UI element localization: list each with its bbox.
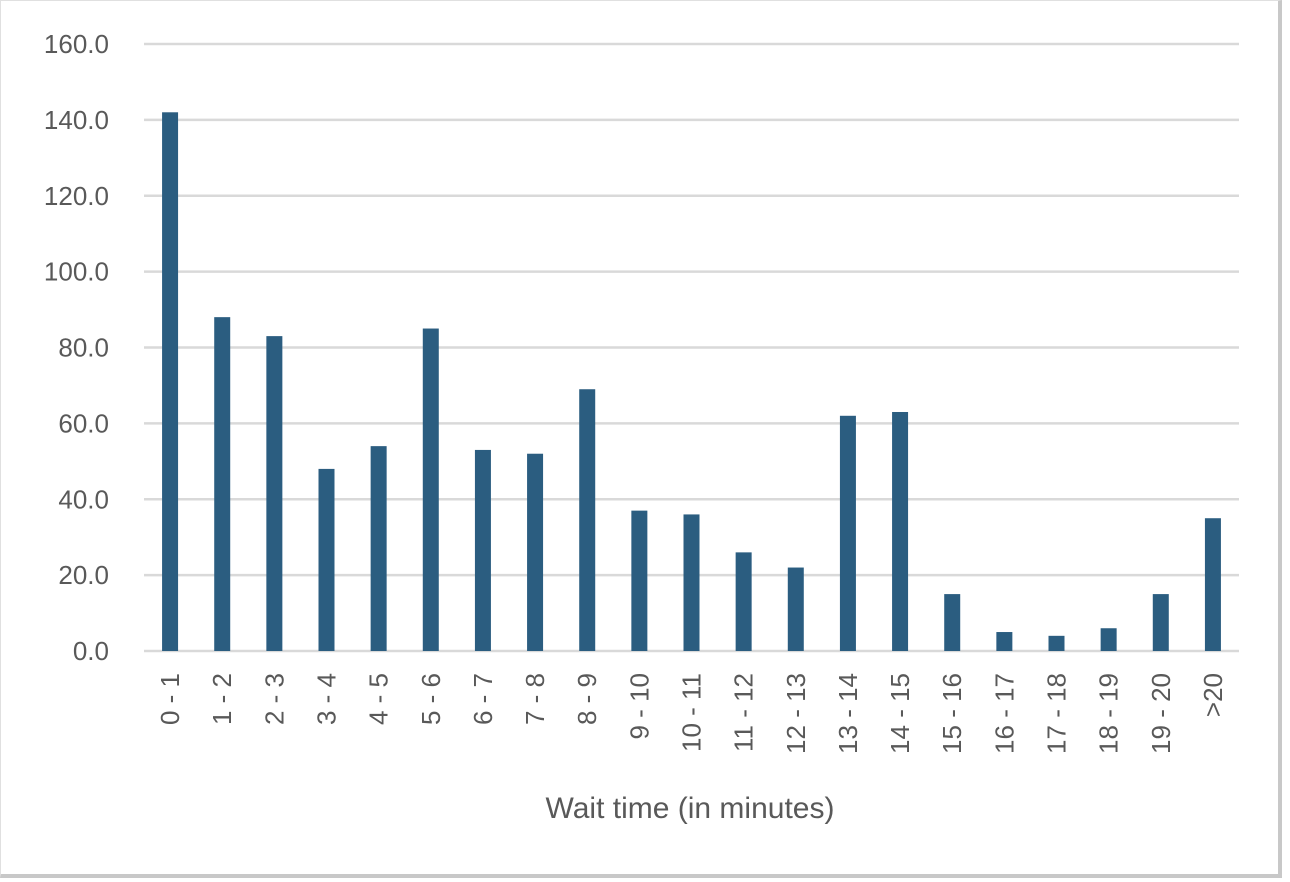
bar — [266, 336, 283, 651]
y-tick-label: 80.0 — [58, 333, 109, 363]
y-tick-label: 100.0 — [44, 257, 109, 287]
bar — [996, 632, 1013, 651]
y-tick-label: 160.0 — [44, 29, 109, 59]
x-tick-label: 13 - 14 — [833, 673, 863, 754]
x-tick-label: 5 - 6 — [416, 673, 446, 725]
x-tick-label: 1 - 2 — [207, 673, 237, 725]
x-tick-label: 18 - 19 — [1094, 673, 1124, 754]
y-axis-tick-labels: 0.0 20.0 40.0 60.0 80.0 100.0 120.0 140.0 160.0 — [44, 29, 109, 666]
bar — [1152, 594, 1169, 651]
bar — [683, 514, 700, 651]
bar — [944, 594, 961, 651]
y-tick-label: 120.0 — [44, 181, 109, 211]
bar — [318, 468, 335, 651]
y-tick-label: 20.0 — [58, 560, 109, 590]
bar — [579, 389, 596, 651]
x-tick-label: 14 - 15 — [885, 673, 915, 754]
bar — [370, 446, 387, 651]
x-tick-label: 10 - 11 — [677, 673, 707, 752]
x-tick-label: 3 - 4 — [312, 673, 342, 725]
bar — [1100, 628, 1117, 651]
y-tick-label: 60.0 — [58, 408, 109, 438]
x-tick-label: 19 - 20 — [1146, 673, 1176, 754]
x-tick-label: 9 - 10 — [624, 673, 654, 740]
x-tick-label: 11 - 12 — [729, 673, 759, 752]
bar — [162, 112, 179, 652]
x-tick-label: 12 - 13 — [781, 673, 811, 754]
bars — [162, 112, 1221, 652]
y-tick-label: 140.0 — [44, 105, 109, 135]
x-tick-label: >20 — [1198, 673, 1228, 717]
bar — [527, 453, 544, 651]
x-tick-label: 6 - 7 — [468, 673, 498, 725]
x-tick-label: 0 - 1 — [155, 673, 185, 725]
x-tick-label: 2 - 3 — [259, 673, 289, 725]
bar — [474, 449, 491, 651]
bar — [892, 411, 909, 651]
bar — [735, 552, 752, 651]
y-tick-label: 0.0 — [73, 636, 109, 666]
x-tick-label: 4 - 5 — [364, 673, 394, 725]
bar — [631, 510, 648, 651]
x-axis-title: Wait time (in minutes) — [546, 792, 835, 825]
bar — [422, 328, 439, 651]
x-tick-label: 16 - 17 — [989, 673, 1019, 754]
bar — [1048, 635, 1065, 651]
x-tick-label: 15 - 16 — [937, 673, 967, 754]
bar — [1204, 518, 1221, 651]
bar — [787, 567, 804, 651]
y-tick-label: 40.0 — [58, 484, 109, 514]
bar — [839, 415, 856, 651]
x-tick-label: 8 - 9 — [572, 673, 602, 725]
x-tick-label: 7 - 8 — [520, 673, 550, 725]
x-axis-tick-labels: 0 - 1 1 - 2 2 - 3 3 - 4 4 - 5 5 - 6 6 - 7 7 - 8… — [155, 673, 1228, 754]
bar — [214, 317, 231, 651]
x-tick-label: 17 - 18 — [1042, 673, 1072, 754]
